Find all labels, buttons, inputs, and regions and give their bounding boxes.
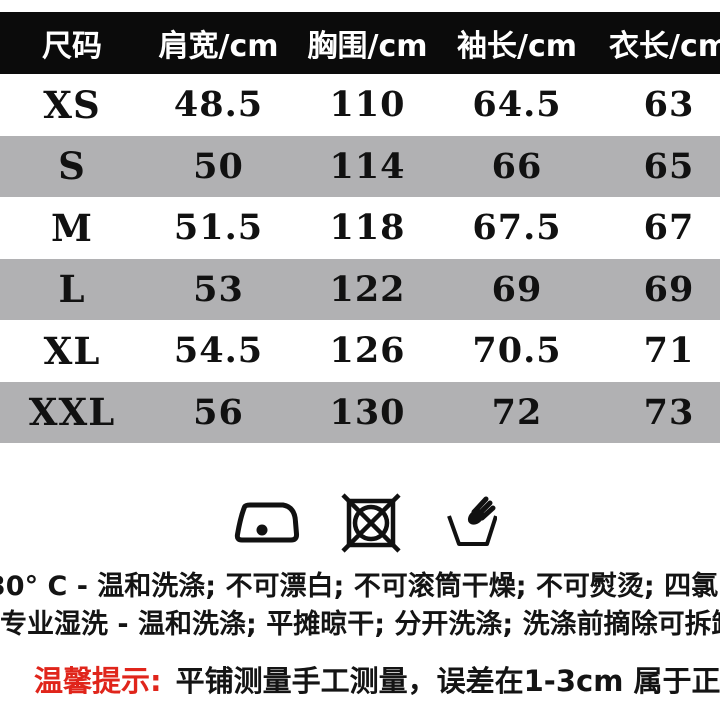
table-row-xxl: XXL 56 130 72 73 (0, 381, 720, 443)
shoulder-value: 53 (193, 268, 244, 310)
sleeve-value: 70.5 (472, 330, 562, 372)
header-chest: 胸围/cm (307, 29, 428, 64)
shoulder-value: 50 (193, 145, 244, 187)
sleeve-value: 67.5 (472, 207, 562, 249)
header-shoulder: 肩宽/cm (158, 29, 279, 64)
chest-value: 122 (329, 268, 406, 310)
length-value: 67 (643, 207, 695, 249)
sleeve-value: 66 (491, 145, 543, 187)
warm-tip: 温馨提示: 平铺测量手工测量，误差在1-3cm 属于正常范围 (34, 658, 720, 698)
header-length: 衣长/cm (609, 29, 720, 64)
header-size: 尺码 (42, 29, 102, 64)
shoulder-value: 48.5 (173, 84, 264, 126)
shoulder-value: 51.5 (173, 207, 264, 249)
sleeve-value: 72 (491, 391, 543, 433)
iron-low-heat-icon (231, 496, 303, 553)
warm-tip-text: 平铺测量手工测量，误差在1-3cm 属于正常范围 (175, 664, 720, 698)
size-label: XXL (28, 390, 116, 435)
table-header-row: 尺码 肩宽/cm 胸围/cm 袖长/cm 衣长/cm (0, 12, 720, 74)
chest-value: 118 (329, 207, 406, 249)
size-label: M (51, 205, 93, 250)
table-row-s: S 50 114 66 65 (0, 135, 720, 197)
table-row-xl: XL 54.5 126 70.5 71 (0, 320, 720, 382)
length-value: 73 (643, 391, 695, 433)
size-label: XL (43, 328, 101, 373)
sleeve-value: 64.5 (472, 84, 562, 126)
size-label: L (58, 267, 86, 312)
care-instructions-line-1: 30° C - 温和洗涤; 不可漂白; 不可滚筒干燥; 不可熨烫; 四氯乙烯或碳… (0, 571, 720, 600)
chest-value: 114 (329, 145, 406, 187)
chest-value: 126 (329, 330, 406, 372)
shoulder-value: 54.5 (173, 330, 264, 372)
size-label: XS (43, 82, 101, 127)
table-row-m: M 51.5 118 67.5 67 (0, 197, 720, 259)
length-value: 63 (643, 84, 695, 126)
size-label: S (58, 144, 86, 189)
hand-wash-icon (447, 495, 498, 554)
table-row-xs: XS 48.5 110 64.5 63 (0, 74, 720, 136)
table-row-l: L 53 122 69 69 (0, 258, 720, 320)
do-not-tumble-dry-icon (340, 493, 402, 558)
sleeve-value: 69 (491, 268, 543, 310)
length-value: 65 (643, 145, 695, 187)
length-value: 69 (643, 268, 695, 310)
warm-tip-label: 温馨提示: (34, 664, 162, 698)
care-instructions-line-2: 专业湿洗 - 温和洗涤; 平摊晾干; 分开洗涤; 洗涤前摘除可拆卸配饰; 建议反… (0, 609, 720, 638)
shoulder-value: 56 (193, 391, 244, 433)
length-value: 71 (643, 330, 695, 372)
chest-value: 110 (329, 84, 406, 126)
header-sleeve: 袖长/cm (457, 29, 577, 64)
chest-value: 130 (329, 391, 406, 433)
size-table: 尺码 肩宽/cm 胸围/cm 袖长/cm 衣长/cm XS 48.5 110 6… (0, 12, 720, 443)
